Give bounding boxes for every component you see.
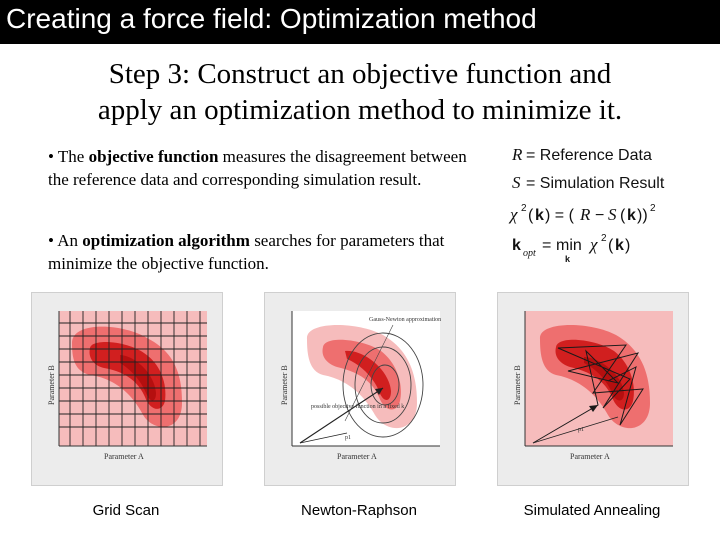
heading-line-2: apply an optimization method to minimize… <box>97 94 623 126</box>
eq-r-definition: = Reference Data <box>526 147 652 164</box>
newton-raphson-figure: Gauss-Newton approximation possible obje… <box>280 311 441 461</box>
heading-line-1: Step 3: Construct an objective function … <box>108 58 612 90</box>
bullet-marker: • <box>48 231 54 250</box>
eq-r-symbol: R <box>511 145 523 164</box>
y-axis-label: Parameter B <box>280 365 289 405</box>
eq-equals: = <box>542 237 551 254</box>
initial-line <box>532 416 619 444</box>
annotation-top: Gauss-Newton approximation <box>369 317 441 323</box>
eq-square: 2 <box>650 203 656 214</box>
field-minimum <box>584 357 624 401</box>
bullet-optimization-algorithm: • An optimization algorithm searches for… <box>48 229 468 275</box>
eq-opt-subscript: opt <box>523 248 536 259</box>
eq-chi-power: 2 <box>521 203 527 214</box>
panel-grid-scan: Parameter A Parameter B <box>31 292 223 486</box>
eq-paren: ( <box>620 207 626 224</box>
annotation-leader <box>344 324 394 422</box>
y-axis-label: Parameter B <box>47 365 56 405</box>
point-label: p1 <box>578 427 584 433</box>
slide-title: Creating a force field: Optimization met… <box>6 3 537 34</box>
eq-minus: − <box>595 207 604 224</box>
eq-paren: ) <box>625 237 630 254</box>
x-axis-label: Parameter A <box>570 452 610 461</box>
arrowhead <box>375 388 383 395</box>
eq-chi-2: χ <box>588 235 598 254</box>
eq-chi-power-2: 2 <box>601 233 607 244</box>
eq-s-symbol: S <box>512 173 521 192</box>
approximation-contour <box>370 364 400 406</box>
approximation-contour <box>342 332 424 438</box>
scan-grid <box>59 311 207 446</box>
eq-k: k <box>535 207 544 224</box>
eq-r-symbol-2: R <box>579 205 591 224</box>
eq-s-symbol-2: S <box>608 205 617 224</box>
point-label: p1 <box>345 435 351 441</box>
eq-k-opt: k <box>512 237 521 254</box>
eq-min-subscript: k <box>565 254 571 264</box>
field-minimum <box>120 355 156 401</box>
equations: R = Reference Data S = Simulation Result… <box>508 145 665 264</box>
y-axis-label: Parameter B <box>513 365 522 405</box>
bullet-text: The <box>53 147 89 166</box>
eq-paren: ) = ( <box>545 207 575 224</box>
x-axis-label: Parameter A <box>104 452 144 461</box>
field-core-region <box>345 350 391 400</box>
x-axis-label: Parameter A <box>337 452 377 461</box>
eq-paren: ( <box>528 207 534 224</box>
gradient-line <box>299 432 348 444</box>
caption-newton-raphson: Newton-Raphson <box>301 502 417 519</box>
bullet-keyword: objective function <box>88 147 219 166</box>
step-heading: Step 3: Construct an objective function … <box>40 56 680 128</box>
bullet-text: measures the disagreement between the re… <box>48 147 467 189</box>
simulated-annealing-figure: p1 Parameter A Parameter B <box>513 311 673 461</box>
title-bar: Creating a force field: Optimization met… <box>0 0 720 44</box>
panel-newton-raphson: Gauss-Newton approximation possible obje… <box>264 292 456 486</box>
bullet-text: An <box>53 231 83 250</box>
panel-simulated-annealing: p1 Parameter A Parameter B <box>497 292 689 486</box>
bullet-marker: • <box>48 147 54 166</box>
eq-paren: ( <box>608 237 614 254</box>
eq-k-3: k <box>615 237 624 254</box>
bullet-objective-function: • The objective function measures the di… <box>48 145 468 191</box>
annealing-path <box>532 344 644 444</box>
eq-k-2: k <box>627 207 636 224</box>
caption-grid-scan: Grid Scan <box>92 502 160 519</box>
arrowhead <box>589 405 598 412</box>
bullet-keyword: optimization algorithm <box>82 231 250 250</box>
newton-step-arrow <box>299 387 384 444</box>
bullet-text: searches for parameters that minimize th… <box>48 231 445 273</box>
annotation-left: possible objective function in a fixed k <box>311 403 404 410</box>
grid-scan-figure: Parameter A Parameter B <box>47 311 207 461</box>
eq-chi: χ <box>508 205 518 224</box>
eq-s-definition: = Simulation Result <box>526 175 665 192</box>
eq-min: min <box>556 237 582 254</box>
caption-simulated-annealing: Simulated Annealing <box>523 502 661 519</box>
approximation-contour <box>354 346 412 424</box>
eq-paren: )) <box>637 207 648 224</box>
